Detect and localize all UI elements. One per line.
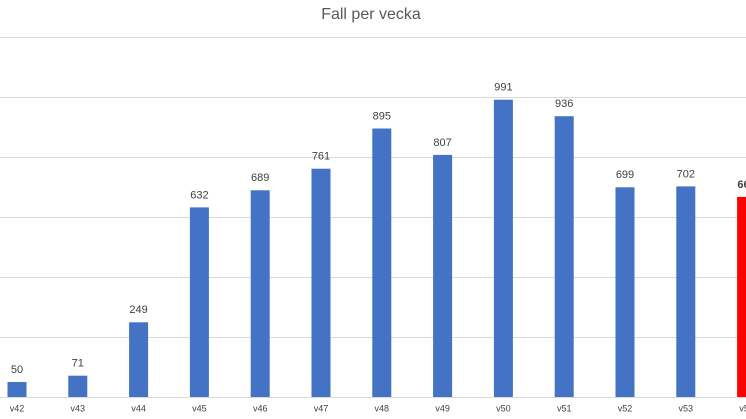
data-label: 895	[373, 110, 391, 122]
bar	[554, 116, 574, 397]
bar	[68, 375, 88, 397]
x-tick-label: v54	[739, 403, 746, 413]
x-tick-label: v46	[253, 403, 268, 413]
data-label: 632	[190, 189, 208, 201]
x-tick-label: v47	[314, 403, 329, 413]
bar	[676, 186, 696, 397]
bar	[7, 382, 27, 397]
bar	[372, 128, 392, 397]
x-tick-label: v44	[131, 403, 146, 413]
data-label: 71	[72, 358, 84, 370]
x-tick-label: v42	[10, 403, 25, 413]
data-label: 699	[616, 169, 634, 181]
bar	[189, 207, 209, 397]
data-label: 936	[555, 98, 573, 110]
bar	[493, 99, 513, 397]
x-tick-label: v49	[435, 403, 450, 413]
x-tick-label: v53	[679, 403, 694, 413]
x-tick-label: v45	[192, 403, 207, 413]
x-tick-label: v48	[375, 403, 390, 413]
bar	[737, 196, 746, 397]
data-label: 50	[11, 364, 23, 376]
x-tick-label: v51	[557, 403, 572, 413]
chart-title: Fall per vecka	[321, 6, 421, 23]
x-tick-label: v50	[496, 403, 511, 413]
data-label: 689	[251, 172, 269, 184]
x-tick-label: v43	[71, 403, 86, 413]
bar	[129, 322, 149, 397]
data-label: 761	[312, 151, 330, 163]
data-label: 807	[433, 137, 451, 149]
x-tick-label: v52	[618, 403, 633, 413]
bar	[433, 154, 453, 397]
bar	[311, 168, 331, 397]
data-label: 991	[494, 82, 512, 94]
data-label: 667	[737, 179, 746, 191]
data-label: 702	[677, 168, 695, 180]
data-label: 249	[129, 304, 147, 316]
bar	[615, 187, 635, 397]
bar	[250, 190, 270, 397]
